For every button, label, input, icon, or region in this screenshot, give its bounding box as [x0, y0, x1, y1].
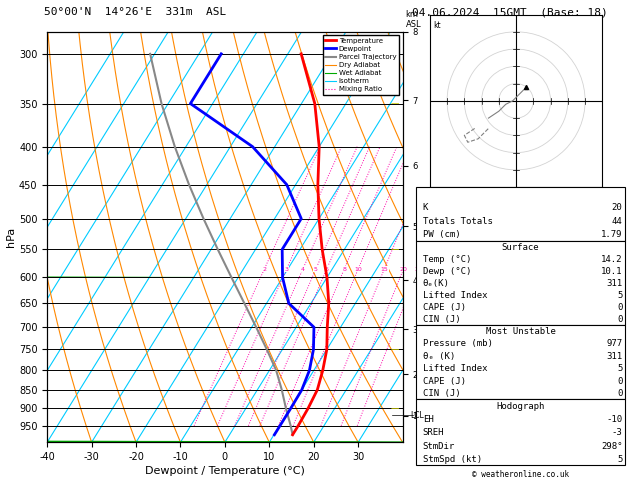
Text: -10: -10 [606, 415, 623, 424]
Text: EH: EH [423, 415, 433, 424]
Text: 5: 5 [617, 364, 623, 373]
Text: CAPE (J): CAPE (J) [423, 303, 466, 312]
Text: Hodograph: Hodograph [496, 402, 545, 411]
Text: 311: 311 [606, 279, 623, 288]
Text: 311: 311 [606, 352, 623, 361]
Text: CAPE (J): CAPE (J) [423, 377, 466, 386]
Text: 0: 0 [617, 315, 623, 324]
Text: 15: 15 [381, 267, 388, 272]
Text: 3: 3 [284, 267, 289, 272]
Text: 8: 8 [342, 267, 346, 272]
Text: 4: 4 [301, 267, 305, 272]
Text: SREH: SREH [423, 428, 444, 437]
Bar [416, 325, 625, 399]
Text: Lifted Index: Lifted Index [423, 291, 487, 300]
Text: 44: 44 [612, 217, 623, 226]
Text: Most Unstable: Most Unstable [486, 327, 555, 336]
Text: 1.79: 1.79 [601, 230, 623, 240]
Text: 10: 10 [354, 267, 362, 272]
Text: 20: 20 [399, 267, 407, 272]
Text: © weatheronline.co.uk: © weatheronline.co.uk [472, 469, 569, 479]
Text: 0: 0 [617, 389, 623, 398]
Text: kt: kt [433, 21, 441, 31]
Text: —: — [391, 404, 399, 413]
Bar [416, 187, 625, 241]
Text: 5: 5 [314, 267, 318, 272]
Bar [416, 399, 625, 465]
Text: K: K [423, 204, 428, 212]
Text: Temp (°C): Temp (°C) [423, 255, 471, 264]
Legend: Temperature, Dewpoint, Parcel Trajectory, Dry Adiabat, Wet Adiabat, Isotherm, Mi: Temperature, Dewpoint, Parcel Trajectory… [323, 35, 399, 95]
Text: 50°00'N  14°26'E  331m  ASL: 50°00'N 14°26'E 331m ASL [44, 7, 226, 17]
Text: 14.2: 14.2 [601, 255, 623, 264]
Text: θₑ(K): θₑ(K) [423, 279, 450, 288]
X-axis label: Dewpoint / Temperature (°C): Dewpoint / Temperature (°C) [145, 466, 305, 476]
Text: —: — [391, 99, 399, 108]
Text: 20: 20 [612, 204, 623, 212]
Text: 298°: 298° [601, 441, 623, 451]
Text: 04.06.2024  15GMT  (Base: 18): 04.06.2024 15GMT (Base: 18) [412, 7, 608, 17]
Text: Totals Totals: Totals Totals [423, 217, 493, 226]
Text: km
ASL: km ASL [406, 10, 421, 29]
Text: 977: 977 [606, 339, 623, 348]
Text: StmDir: StmDir [423, 441, 455, 451]
Text: 0: 0 [617, 303, 623, 312]
Text: —: — [391, 345, 399, 354]
Text: θₑ (K): θₑ (K) [423, 352, 455, 361]
Text: 5: 5 [617, 291, 623, 300]
Text: 6: 6 [325, 267, 328, 272]
Y-axis label: hPa: hPa [6, 227, 16, 247]
Text: Lifted Index: Lifted Index [423, 364, 487, 373]
Text: 5: 5 [617, 455, 623, 464]
Text: 10.1: 10.1 [601, 267, 623, 276]
Text: CIN (J): CIN (J) [423, 315, 460, 324]
Text: PW (cm): PW (cm) [423, 230, 460, 240]
Text: 2: 2 [262, 267, 266, 272]
Text: Surface: Surface [502, 243, 539, 252]
Text: 0: 0 [617, 377, 623, 386]
Text: LCL: LCL [411, 411, 425, 420]
Text: -3: -3 [612, 428, 623, 437]
Text: CIN (J): CIN (J) [423, 389, 460, 398]
Text: Dewp (°C): Dewp (°C) [423, 267, 471, 276]
Text: StmSpd (kt): StmSpd (kt) [423, 455, 482, 464]
Bar [416, 241, 625, 325]
Text: 25: 25 [415, 267, 423, 272]
Text: Pressure (mb): Pressure (mb) [423, 339, 493, 348]
Text: —: — [391, 245, 399, 254]
